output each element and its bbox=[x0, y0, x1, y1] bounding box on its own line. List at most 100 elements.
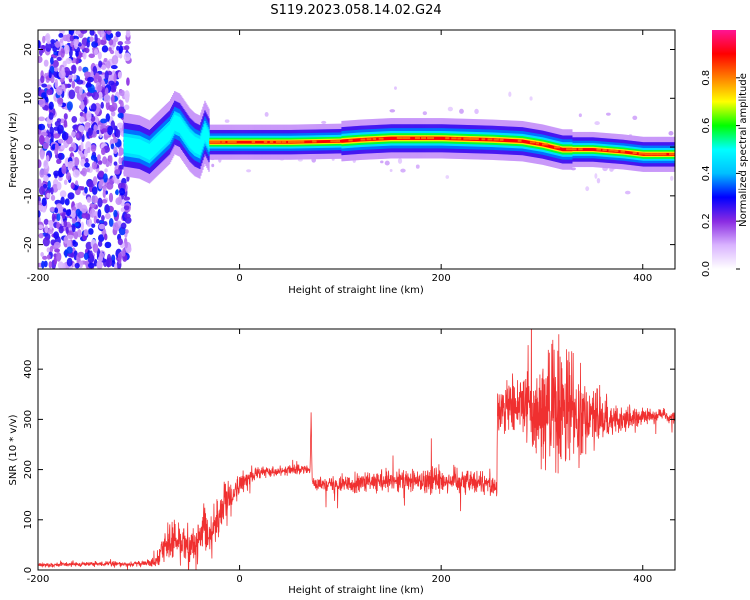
heatmap-cell bbox=[503, 138, 505, 143]
heatmap-cell bbox=[344, 139, 346, 143]
heatmap-cell bbox=[415, 164, 420, 169]
heatmap-cell bbox=[40, 75, 45, 84]
heatmap-cell bbox=[38, 232, 44, 239]
heatmap-cell bbox=[208, 132, 210, 149]
heatmap-cell bbox=[327, 139, 329, 143]
heatmap-cell bbox=[114, 263, 118, 269]
heatmap-cell bbox=[551, 145, 553, 149]
heatmap-cell bbox=[215, 140, 221, 143]
heatmap-cell bbox=[572, 148, 577, 151]
heatmap-cell bbox=[123, 196, 131, 201]
heatmap-cell bbox=[272, 140, 275, 144]
heatmap-cell bbox=[145, 142, 148, 159]
heatmap-cell bbox=[87, 146, 91, 154]
heatmap-cell bbox=[70, 182, 75, 190]
heatmap-cell bbox=[243, 140, 245, 144]
heatmap-cell bbox=[94, 33, 98, 44]
heatmap-cell bbox=[128, 137, 131, 154]
heatmap-cell bbox=[80, 221, 84, 231]
heatmap-cell bbox=[258, 140, 261, 144]
heatmap-cell bbox=[66, 234, 74, 239]
heatmap-cell bbox=[105, 204, 110, 214]
heatmap-cell bbox=[137, 138, 140, 155]
heatmap-cell bbox=[119, 164, 124, 170]
heatmap-cell bbox=[113, 73, 117, 84]
heatmap-cell bbox=[521, 139, 524, 143]
heatmap-cell bbox=[58, 70, 66, 79]
heatmap-cell bbox=[61, 164, 67, 175]
heatmap-cell bbox=[600, 148, 602, 152]
heatmap-cell bbox=[60, 145, 66, 150]
heatmap-cell bbox=[57, 97, 64, 105]
heatmap-cell bbox=[89, 250, 93, 259]
heatmap-cell bbox=[149, 143, 152, 159]
heatmap-cell bbox=[98, 60, 103, 68]
heatmap-cell bbox=[66, 257, 73, 267]
heatmap-cell bbox=[80, 141, 84, 152]
heatmap-cell bbox=[61, 83, 66, 90]
heatmap-cell bbox=[118, 156, 122, 165]
heatmap-cell bbox=[205, 126, 207, 143]
heatmap-cell bbox=[511, 139, 514, 143]
heatmap-cell bbox=[41, 92, 47, 99]
y-tick-label: 20 bbox=[23, 43, 34, 56]
heatmap-cell bbox=[159, 133, 162, 150]
heatmap-cell bbox=[111, 55, 119, 65]
heatmap-cell bbox=[372, 137, 377, 140]
heatmap-cell bbox=[100, 101, 104, 109]
heatmap-cell bbox=[590, 148, 592, 151]
heatmap-cell bbox=[463, 137, 472, 140]
heatmap-cell bbox=[513, 139, 516, 143]
heatmap-cell bbox=[71, 64, 77, 75]
heatmap-cell bbox=[413, 136, 416, 140]
heatmap-cell bbox=[101, 45, 109, 53]
heatmap-cell bbox=[508, 91, 512, 97]
x-tick-label: 0 bbox=[236, 574, 242, 585]
heatmap-cell bbox=[109, 50, 115, 55]
heatmap-cell bbox=[120, 207, 126, 213]
heatmap-cell bbox=[113, 178, 119, 184]
heatmap-cell bbox=[71, 115, 78, 123]
heatmap-cell bbox=[656, 153, 664, 156]
heatmap-cell bbox=[102, 156, 108, 165]
heatmap-cell bbox=[499, 138, 504, 141]
heatmap-cell bbox=[84, 71, 92, 78]
heatmap-cell bbox=[175, 115, 177, 132]
heatmap-cell bbox=[347, 139, 349, 143]
heatmap-cell bbox=[366, 138, 372, 141]
heatmap-cell bbox=[529, 141, 536, 144]
heatmap-cell bbox=[82, 51, 87, 60]
heatmap-cell bbox=[242, 140, 244, 144]
heatmap-cell bbox=[336, 140, 341, 143]
heatmap-cell bbox=[133, 138, 136, 155]
heatmap-cell bbox=[92, 176, 98, 186]
heatmap-cell bbox=[153, 139, 156, 155]
heatmap-cell bbox=[619, 150, 621, 154]
heatmap-cell bbox=[80, 30, 88, 34]
heatmap-cell bbox=[123, 52, 131, 62]
x-tick-label: 400 bbox=[633, 574, 652, 585]
spectrogram-heatmap bbox=[38, 30, 675, 269]
heatmap-cell bbox=[170, 122, 172, 139]
heatmap-cell bbox=[386, 136, 389, 141]
heatmap-cell bbox=[74, 262, 80, 269]
heatmap-cell bbox=[92, 91, 99, 101]
heatmap-cell bbox=[90, 144, 97, 153]
heatmap-cell bbox=[669, 175, 674, 181]
heatmap-cell bbox=[266, 140, 269, 144]
colorbar-label: Normalized spectral amplitude bbox=[738, 73, 749, 227]
heatmap-cell bbox=[353, 138, 355, 142]
heatmap-cell bbox=[341, 139, 343, 143]
heatmap-cell bbox=[459, 108, 464, 114]
x-tick-label: -200 bbox=[27, 273, 50, 284]
heatmap-cell bbox=[449, 136, 451, 141]
heatmap-cell bbox=[112, 222, 119, 231]
heatmap-cell bbox=[554, 146, 561, 149]
heatmap-cell bbox=[354, 138, 356, 142]
heatmap-cell bbox=[441, 136, 443, 140]
heatmap-cell bbox=[388, 136, 391, 141]
heatmap-cell bbox=[541, 143, 549, 146]
heatmap-cell bbox=[512, 139, 515, 143]
y-tick-label: 100 bbox=[23, 510, 34, 529]
